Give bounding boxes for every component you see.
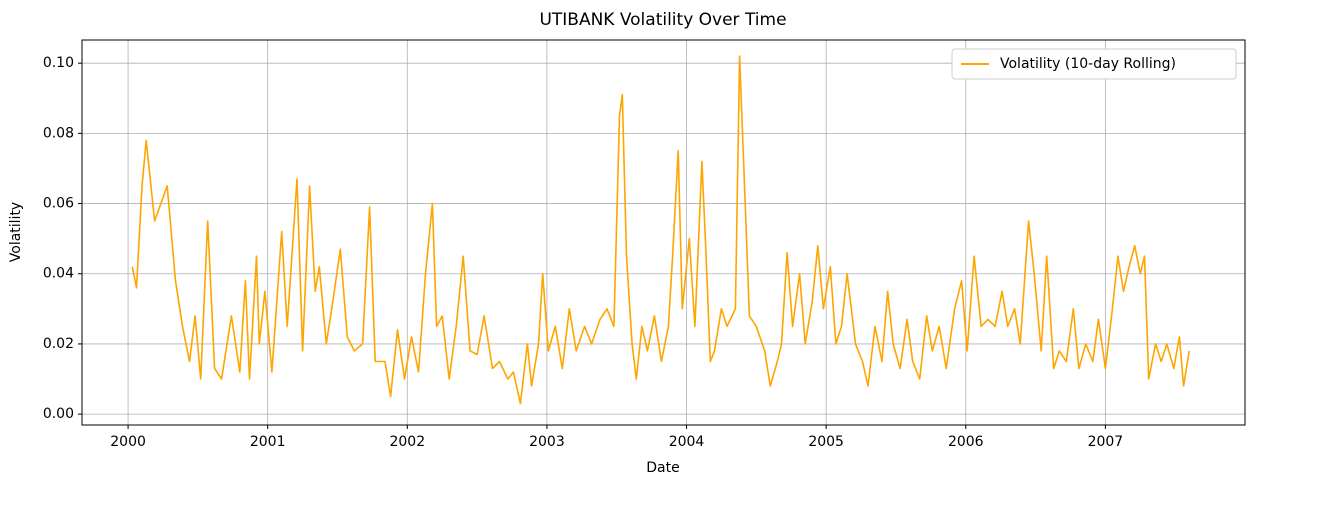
x-tick-label: 2007 — [1088, 434, 1124, 450]
chart-title: UTIBANK Volatility Over Time — [539, 10, 786, 30]
line — [131, 55, 1190, 405]
legend-box — [951, 48, 1237, 80]
x-tick-label: 2002 — [389, 434, 425, 450]
x-tick-label: 2000 — [110, 434, 146, 450]
x-tick-label: 2001 — [250, 434, 286, 450]
x-tick-label: 2006 — [948, 434, 984, 450]
legend-label: Volatility (10-day Rolling) — [1000, 56, 1176, 72]
y-tick-label: 0.10 — [43, 55, 74, 71]
x-tick-label: 2004 — [669, 434, 705, 450]
y-tick-label: 0.00 — [43, 406, 74, 422]
x-tick-label: 2005 — [808, 434, 844, 450]
plot-frame — [81, 39, 1246, 426]
y-tick-label: 0.04 — [43, 266, 74, 282]
y-axis-label: Volatility — [8, 202, 24, 262]
y-tick-label: 0.06 — [43, 196, 74, 212]
y-tick-label: 0.02 — [43, 336, 74, 352]
x-axis-label: Date — [646, 460, 679, 476]
x-tick-label: 2003 — [529, 434, 565, 450]
y-tick-label: 0.08 — [43, 125, 74, 141]
